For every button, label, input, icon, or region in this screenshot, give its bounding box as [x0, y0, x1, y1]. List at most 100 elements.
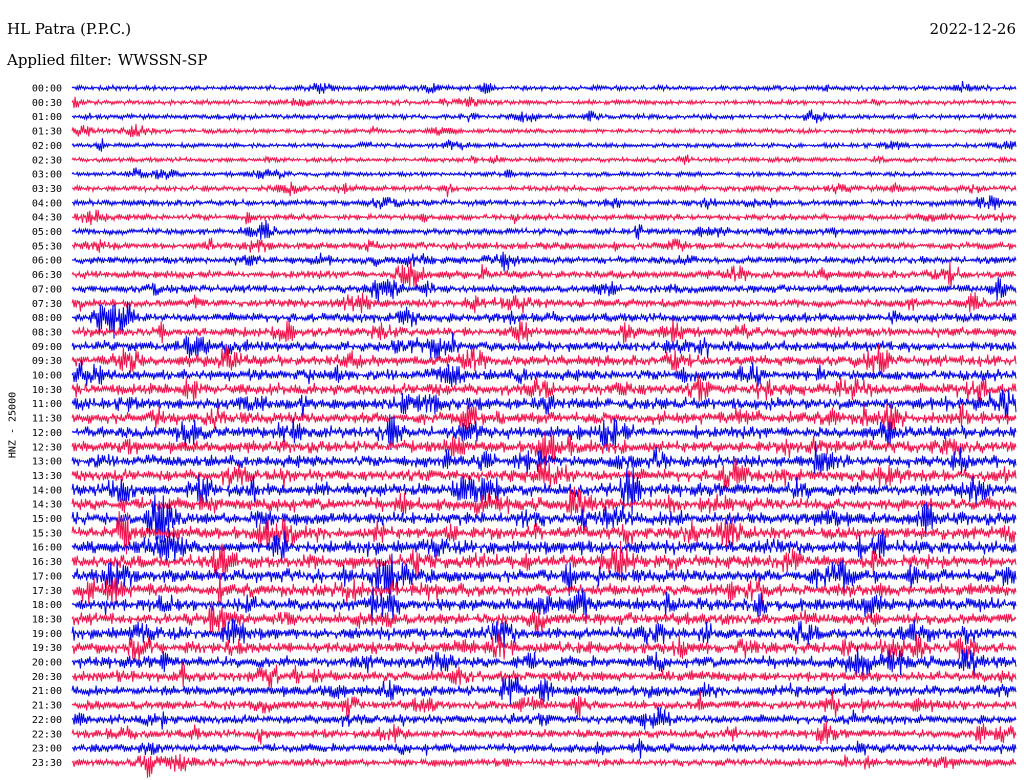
filter-value: WWSSN-SP	[117, 51, 208, 69]
row-time-label: 21:30	[32, 701, 62, 712]
seismic-trace-line	[71, 237, 1017, 253]
row-time-label: 04:00	[32, 198, 62, 209]
seismic-trace-line	[71, 389, 1017, 420]
seismic-trace-line	[71, 753, 1017, 778]
seismic-trace-line	[71, 332, 1017, 359]
row-time-label: 11:00	[32, 399, 62, 410]
row-time-label: 17:30	[32, 586, 62, 597]
seismic-trace-line	[71, 540, 1017, 583]
row-time-label: 09:30	[32, 356, 62, 367]
row-time-label: 13:30	[32, 471, 62, 482]
row-time-label: 15:30	[32, 528, 62, 539]
seismic-trace-line	[71, 374, 1017, 404]
row-time-label: 16:00	[32, 543, 62, 554]
row-time-label: 15:00	[32, 514, 62, 525]
seismic-trace-line	[71, 646, 1017, 678]
seismic-trace-line	[71, 706, 1017, 730]
seismic-trace-line	[71, 195, 1017, 211]
seismic-trace-line	[71, 401, 1017, 431]
seismic-trace-line	[71, 109, 1017, 124]
seismic-trace-line	[71, 441, 1017, 475]
seismic-trace-line	[71, 601, 1017, 638]
row-time-label: 12:00	[32, 428, 62, 439]
row-time-label: 12:30	[32, 442, 62, 453]
row-time-label: 18:00	[32, 600, 62, 611]
row-time-label: 05:00	[32, 227, 62, 238]
row-time-label: 04:30	[32, 213, 62, 224]
seismic-trace-line	[71, 219, 1017, 240]
seismic-trace-line	[71, 618, 1017, 648]
seismic-trace-line	[71, 720, 1017, 745]
seismic-trace-line	[71, 138, 1017, 152]
row-time-label: 16:30	[32, 557, 62, 568]
row-time-label: 14:30	[32, 500, 62, 511]
row-time-label: 13:00	[32, 457, 62, 468]
seismic-trace-line	[71, 632, 1017, 662]
seismic-trace-line	[71, 209, 1017, 226]
filter-info: Applied filter: WWSSN-SP	[7, 51, 208, 69]
seismic-trace-line	[71, 360, 1017, 388]
row-time-label: 05:30	[32, 241, 62, 252]
station-title: HL Patra (P.P.C.)	[7, 20, 132, 38]
seismic-trace-line	[71, 301, 1017, 339]
row-time-label: 07:00	[32, 284, 62, 295]
seismic-trace-line	[71, 96, 1017, 109]
seismic-trace-line	[71, 251, 1017, 272]
row-time-label: 10:30	[32, 385, 62, 396]
seismic-trace-line	[71, 123, 1017, 138]
seismic-trace-line	[71, 261, 1017, 288]
seismic-trace-line	[71, 457, 1017, 492]
seismic-trace-line	[71, 486, 1017, 524]
row-time-label: 19:00	[32, 629, 62, 640]
row-time-label: 17:00	[32, 571, 62, 582]
row-time-label: 00:30	[32, 98, 62, 109]
seismic-trace-line	[71, 431, 1017, 465]
seismic-trace-line	[71, 573, 1017, 605]
seismic-trace-line	[71, 167, 1017, 180]
seismic-trace-line	[71, 511, 1017, 555]
seismic-trace-line	[71, 181, 1017, 197]
seismic-trace-line	[71, 587, 1017, 626]
row-time-label: 06:30	[32, 270, 62, 281]
row-time-label: 00:00	[32, 84, 62, 95]
seismic-trace-line	[71, 318, 1017, 344]
seismic-trace-line	[71, 661, 1017, 689]
row-time-label: 22:00	[32, 715, 62, 726]
row-time-label: 03:00	[32, 170, 62, 181]
row-time-label: 23:30	[32, 758, 62, 769]
row-time-label: 23:00	[32, 744, 62, 755]
seismic-trace-line	[71, 738, 1017, 759]
seismic-trace-line	[71, 414, 1017, 452]
row-time-label: 21:00	[32, 686, 62, 697]
seismic-trace-line	[71, 277, 1017, 302]
row-time-label: 08:30	[32, 327, 62, 338]
row-time-label: 10:00	[32, 371, 62, 382]
row-time-label: 22:30	[32, 729, 62, 740]
seismic-trace-line	[71, 690, 1017, 719]
seismic-trace-line	[71, 674, 1017, 705]
row-time-label: 20:30	[32, 672, 62, 683]
row-time-label: 19:30	[32, 643, 62, 654]
seismic-trace-line	[71, 80, 1017, 95]
seismic-trace-line	[71, 494, 1017, 544]
row-time-label: 01:30	[32, 127, 62, 138]
row-time-label: 18:30	[32, 614, 62, 625]
seismic-trace-line	[71, 292, 1017, 314]
row-time-label: 02:30	[32, 155, 62, 166]
row-time-label: 09:00	[32, 342, 62, 353]
seismic-trace-line	[71, 344, 1017, 376]
row-time-label: 01:00	[32, 112, 62, 123]
row-time-label: 11:30	[32, 414, 62, 425]
filter-label: Applied filter:	[7, 51, 112, 69]
seismic-trace-line	[71, 154, 1017, 165]
row-time-label: 02:00	[32, 141, 62, 152]
seismic-trace-line	[71, 467, 1017, 515]
row-time-label: 07:30	[32, 299, 62, 310]
row-time-label: 08:00	[32, 313, 62, 324]
row-time-label: 14:00	[32, 485, 62, 496]
seismic-trace-line	[71, 530, 1017, 562]
plot-date: 2022-12-26	[929, 20, 1016, 38]
row-time-label: 20:00	[32, 658, 62, 669]
row-time-label: 03:30	[32, 184, 62, 195]
